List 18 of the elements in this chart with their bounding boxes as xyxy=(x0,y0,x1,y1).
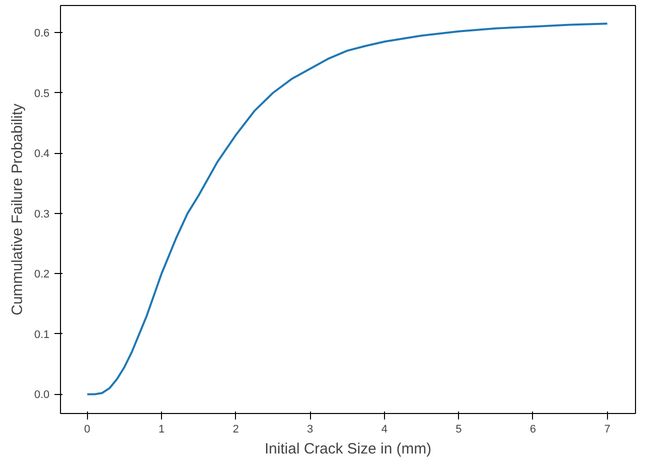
x-tick-label: 5 xyxy=(456,424,462,436)
y-tick-label: 0.6 xyxy=(34,28,50,40)
line-series xyxy=(86,22,608,396)
y-tick-label: 0.4 xyxy=(34,148,50,160)
x-tick-label: 3 xyxy=(307,424,314,436)
x-tick-label: 1 xyxy=(158,424,165,436)
y-tick-label: 0.1 xyxy=(34,328,50,341)
y-tick-label: 0.3 xyxy=(34,208,50,220)
y-axis-title: Cummulative Failure Probability xyxy=(9,103,26,316)
y-tick-label: 0.2 xyxy=(34,268,50,281)
x-tick-label: 6 xyxy=(530,424,536,436)
x-tick-label: 0 xyxy=(84,424,90,436)
x-axis-title: Initial Crack Size in (mm) xyxy=(264,440,432,458)
x-tick-label: 7 xyxy=(604,424,610,436)
x-tick-label: 2 xyxy=(232,424,239,436)
x-tick-label: 4 xyxy=(381,424,388,436)
y-tick-label: 0.5 xyxy=(34,88,50,100)
y-tick-label: 0.0 xyxy=(34,389,50,402)
